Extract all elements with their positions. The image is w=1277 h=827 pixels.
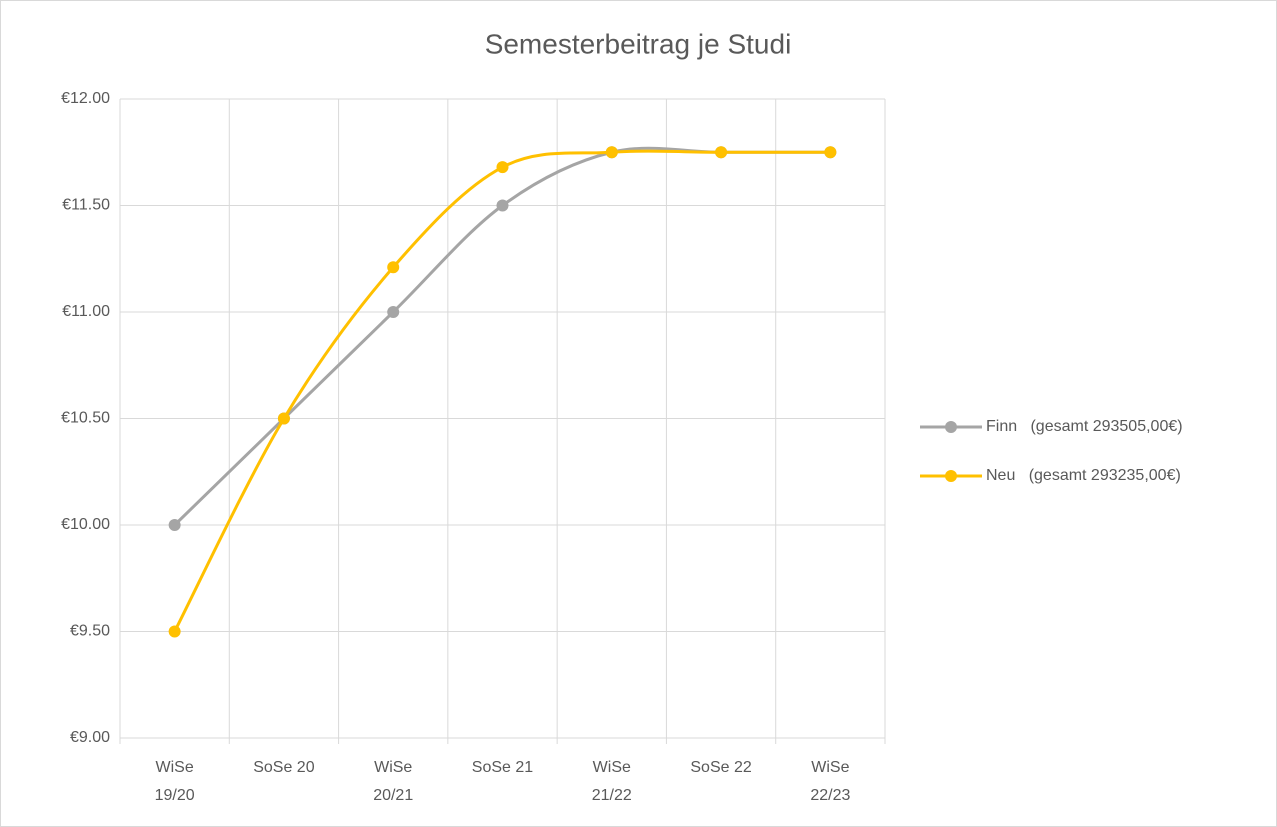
series-line — [173, 149, 832, 633]
data-point — [387, 306, 400, 318]
y-tick-label: €11.00 — [62, 303, 110, 320]
x-tick-label: WiSe 22/23 — [810, 759, 850, 804]
y-tick-label: €12.00 — [61, 90, 110, 107]
y-tick-label: €9.00 — [70, 729, 110, 746]
data-point — [715, 146, 728, 159]
x-tick-label: SoSe 21 — [472, 759, 533, 776]
y-tick-label: €9.50 — [70, 623, 110, 640]
data-point — [387, 261, 400, 274]
data-point — [824, 146, 837, 159]
x-tick-label: WiSe 20/21 — [373, 759, 413, 804]
data-point — [496, 199, 509, 212]
x-tick-label: SoSe 20 — [253, 759, 314, 776]
legend-label: Finn (gesamt 293505,00€) — [986, 418, 1183, 435]
x-tick-label: WiSe 21/22 — [592, 759, 632, 804]
chart-title: Semesterbeitrag je Studi — [485, 28, 792, 59]
x-tick-label: SoSe 22 — [690, 759, 751, 776]
x-tick-label: WiSe 19/20 — [155, 759, 195, 804]
data-point — [277, 412, 290, 425]
legend-marker — [945, 421, 957, 433]
y-tick-label: €10.00 — [61, 516, 110, 533]
legend-marker — [945, 470, 957, 482]
data-point — [605, 146, 618, 159]
legend-label: Neu (gesamt 293235,00€) — [986, 467, 1181, 484]
y-tick-label: €11.50 — [62, 197, 110, 214]
data-point — [168, 625, 181, 638]
data-point — [168, 519, 181, 531]
y-tick-label: €10.50 — [61, 410, 110, 427]
data-point — [496, 161, 509, 174]
